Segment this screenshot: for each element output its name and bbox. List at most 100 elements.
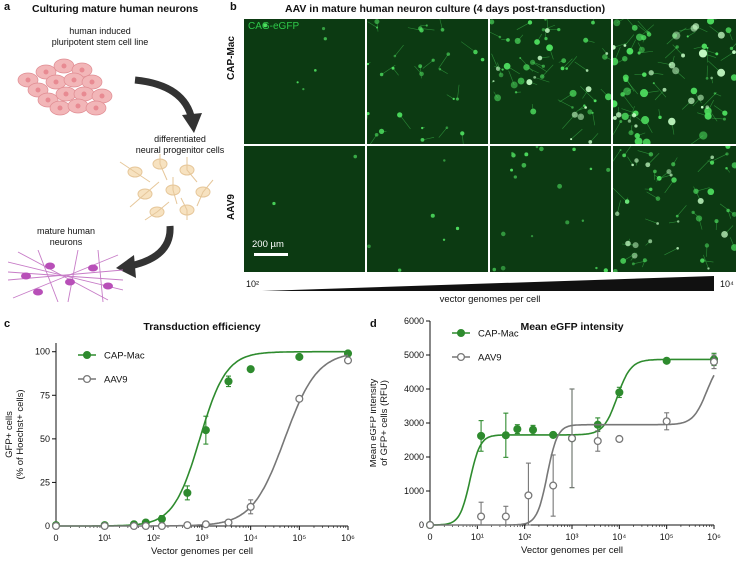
gfp-cell <box>732 50 736 54</box>
gfp-cell <box>710 155 715 160</box>
gfp-cell <box>620 257 627 264</box>
neurite <box>399 114 411 130</box>
gfp-cell <box>535 145 539 149</box>
data-point-aav9 <box>425 520 435 530</box>
gfp-cell <box>648 239 653 244</box>
gfp-cell <box>729 46 734 51</box>
gfp-cell <box>722 117 726 121</box>
stage3-label: mature human neurons <box>36 226 96 247</box>
gfp-cell <box>610 100 618 108</box>
data-point-cap-mac <box>246 365 255 374</box>
gfp-cell <box>603 268 608 273</box>
neurite <box>613 42 627 48</box>
gfp-cell <box>625 240 631 247</box>
gfp-cell <box>725 27 732 34</box>
gfp-cell <box>725 166 728 170</box>
gfp-cell <box>513 175 517 179</box>
gradient-left-label: 10² <box>246 279 260 289</box>
gfp-cell <box>443 159 446 162</box>
gfp-cell <box>681 53 686 58</box>
gfp-cell <box>666 169 672 175</box>
gfp-cell <box>631 252 638 259</box>
micrograph-aav9-2 <box>367 146 488 272</box>
y-tick-label: 0 <box>419 520 424 530</box>
gfp-cell <box>622 55 628 62</box>
legend-label: AAV9 <box>104 375 128 386</box>
neurite <box>543 24 556 31</box>
x-tick-label: 0 <box>53 533 58 543</box>
gfp-cell <box>645 162 651 168</box>
gfp-cell <box>615 211 620 216</box>
panel-b-letter: b <box>230 1 237 13</box>
gfp-cell <box>560 66 565 71</box>
gfp-cell <box>591 20 595 25</box>
gfp-cell <box>527 20 533 25</box>
neurite <box>703 254 709 269</box>
gfp-cell <box>440 27 445 32</box>
x-tick-label: 10⁶ <box>707 532 721 542</box>
neurite <box>489 31 501 38</box>
neurite <box>655 171 670 182</box>
gfp-cell <box>637 51 641 55</box>
gradient-label: vector genomes per cell <box>439 294 541 305</box>
gfp-cell <box>701 43 708 49</box>
gfp-cell <box>611 45 616 50</box>
gfp-cell <box>634 158 639 163</box>
gfp-cell <box>511 153 516 158</box>
gfp-cell <box>425 24 428 27</box>
gfp-cell <box>585 69 589 72</box>
data-point-aav9 <box>183 521 192 530</box>
gfp-cell <box>648 152 654 157</box>
gfp-cell <box>506 38 510 42</box>
neurite <box>446 94 454 100</box>
gfp-cell <box>526 79 533 86</box>
gfp-cell <box>631 113 637 118</box>
gfp-cell <box>570 138 573 141</box>
gfp-cell <box>714 219 719 224</box>
gfp-cell <box>698 49 708 58</box>
neurite <box>438 53 449 69</box>
gradient-right-label: 10⁴ <box>720 279 734 289</box>
x-tick-label: 10³ <box>565 532 578 542</box>
gfp-cell <box>710 76 713 80</box>
gfp-cell <box>431 58 435 62</box>
gfp-cell <box>668 61 676 69</box>
gfp-cell <box>622 153 627 158</box>
gfp-cell <box>606 167 611 172</box>
neurite <box>557 99 573 108</box>
gfp-cell <box>546 44 553 52</box>
gfp-cell <box>595 266 598 270</box>
panel-a-title: Culturing mature human neurons <box>32 3 199 15</box>
y-axis-label: (% of Hoechst+ cells) <box>15 389 26 479</box>
gfp-cell <box>442 238 446 241</box>
neurite <box>677 205 687 217</box>
gfp-cell <box>374 132 379 137</box>
gfp-cell <box>353 154 358 159</box>
data-point-cap-mac <box>157 514 166 524</box>
data-point-cap-mac <box>528 425 538 434</box>
gfp-cell <box>302 87 305 91</box>
x-axis-label: Vector genomes per cell <box>521 545 623 556</box>
y-tick-label: 75 <box>40 390 50 400</box>
gfp-cell <box>704 107 712 115</box>
gfp-cell <box>717 68 726 77</box>
neurite <box>624 34 635 46</box>
neurite <box>534 77 550 83</box>
data-point-aav9 <box>477 512 486 521</box>
micrograph-capmac-3 <box>483 7 617 144</box>
neurite <box>702 92 717 108</box>
neurite <box>491 53 499 69</box>
gfp-cell <box>323 37 327 41</box>
neurite <box>668 221 679 224</box>
channel-label: CAG-eGFP <box>248 21 300 32</box>
gfp-cell <box>691 210 695 215</box>
gfp-cell <box>631 262 635 266</box>
gfp-cell <box>561 58 567 64</box>
gfp-cell <box>639 89 649 98</box>
gfp-cell <box>565 220 570 225</box>
chart-mean-egfp-intensity: Mean eGFP intensity 0 1000 2000 3000 4000 5000… <box>370 316 721 556</box>
neurite <box>422 60 434 69</box>
neurite <box>457 84 460 100</box>
neurite <box>637 150 651 155</box>
gfp-cell <box>638 46 645 53</box>
